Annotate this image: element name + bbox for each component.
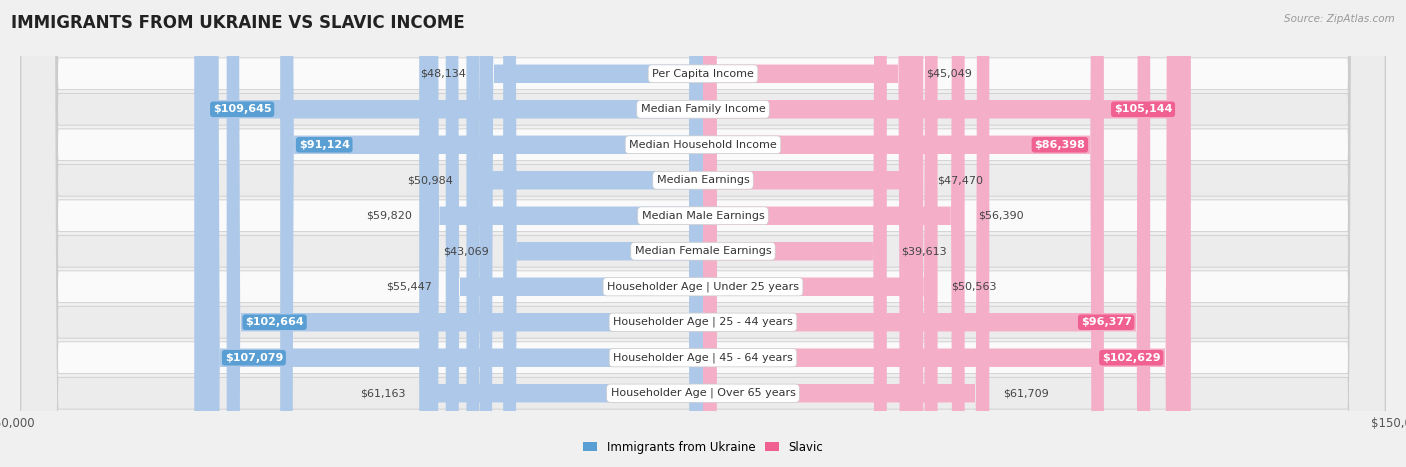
FancyBboxPatch shape	[21, 0, 1385, 467]
Text: Median Earnings: Median Earnings	[657, 175, 749, 185]
FancyBboxPatch shape	[703, 0, 887, 467]
FancyBboxPatch shape	[21, 0, 1385, 467]
Text: Householder Age | 45 - 64 years: Householder Age | 45 - 64 years	[613, 353, 793, 363]
FancyBboxPatch shape	[703, 0, 1180, 467]
Text: $48,134: $48,134	[420, 69, 465, 79]
FancyBboxPatch shape	[21, 0, 1385, 467]
Text: Householder Age | 25 - 44 years: Householder Age | 25 - 44 years	[613, 317, 793, 327]
Text: Householder Age | Over 65 years: Householder Age | Over 65 years	[610, 388, 796, 398]
FancyBboxPatch shape	[703, 0, 965, 467]
FancyBboxPatch shape	[419, 0, 703, 467]
FancyBboxPatch shape	[21, 0, 1385, 467]
Text: $61,163: $61,163	[360, 388, 405, 398]
FancyBboxPatch shape	[21, 0, 1385, 467]
FancyBboxPatch shape	[703, 0, 938, 467]
Text: $107,079: $107,079	[225, 353, 283, 363]
FancyBboxPatch shape	[21, 0, 1385, 467]
Text: Median Male Earnings: Median Male Earnings	[641, 211, 765, 221]
Text: $43,069: $43,069	[443, 246, 489, 256]
FancyBboxPatch shape	[703, 0, 990, 467]
FancyBboxPatch shape	[280, 0, 703, 467]
FancyBboxPatch shape	[207, 0, 703, 467]
Text: $105,144: $105,144	[1114, 104, 1173, 114]
Text: $47,470: $47,470	[938, 175, 983, 185]
Text: Median Female Earnings: Median Female Earnings	[634, 246, 772, 256]
Text: Householder Age | Under 25 years: Householder Age | Under 25 years	[607, 282, 799, 292]
Text: $86,398: $86,398	[1035, 140, 1085, 150]
FancyBboxPatch shape	[446, 0, 703, 467]
FancyBboxPatch shape	[703, 0, 912, 467]
FancyBboxPatch shape	[21, 0, 1385, 467]
FancyBboxPatch shape	[703, 0, 924, 467]
FancyBboxPatch shape	[703, 0, 1104, 467]
FancyBboxPatch shape	[21, 0, 1385, 467]
Text: $59,820: $59,820	[366, 211, 412, 221]
Text: $50,563: $50,563	[952, 282, 997, 292]
Legend: Immigrants from Ukraine, Slavic: Immigrants from Ukraine, Slavic	[578, 436, 828, 458]
Text: Per Capita Income: Per Capita Income	[652, 69, 754, 79]
Text: $56,390: $56,390	[979, 211, 1024, 221]
Text: Median Family Income: Median Family Income	[641, 104, 765, 114]
FancyBboxPatch shape	[703, 0, 1191, 467]
Text: $102,664: $102,664	[245, 317, 304, 327]
Text: Median Household Income: Median Household Income	[628, 140, 778, 150]
Text: $50,984: $50,984	[406, 175, 453, 185]
FancyBboxPatch shape	[226, 0, 703, 467]
Text: Source: ZipAtlas.com: Source: ZipAtlas.com	[1284, 14, 1395, 24]
Text: $109,645: $109,645	[212, 104, 271, 114]
FancyBboxPatch shape	[21, 0, 1385, 467]
FancyBboxPatch shape	[194, 0, 703, 467]
FancyBboxPatch shape	[21, 0, 1385, 467]
FancyBboxPatch shape	[703, 0, 1150, 467]
FancyBboxPatch shape	[467, 0, 703, 467]
FancyBboxPatch shape	[479, 0, 703, 467]
Text: $55,447: $55,447	[385, 282, 432, 292]
Text: $102,629: $102,629	[1102, 353, 1160, 363]
FancyBboxPatch shape	[503, 0, 703, 467]
Text: $61,709: $61,709	[1004, 388, 1049, 398]
Text: $45,049: $45,049	[927, 69, 972, 79]
Text: IMMIGRANTS FROM UKRAINE VS SLAVIC INCOME: IMMIGRANTS FROM UKRAINE VS SLAVIC INCOME	[11, 14, 465, 32]
Text: $91,124: $91,124	[298, 140, 350, 150]
Text: $39,613: $39,613	[901, 246, 946, 256]
Text: $96,377: $96,377	[1081, 317, 1132, 327]
FancyBboxPatch shape	[426, 0, 703, 467]
